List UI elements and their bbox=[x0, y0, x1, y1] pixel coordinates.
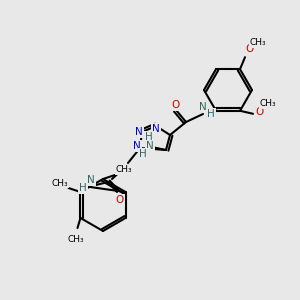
Text: CH₃: CH₃ bbox=[260, 99, 276, 108]
Text: H: H bbox=[139, 149, 147, 159]
Text: H: H bbox=[207, 109, 215, 119]
Text: CH₃: CH₃ bbox=[51, 178, 68, 188]
Text: N: N bbox=[87, 175, 95, 185]
Text: N: N bbox=[199, 102, 207, 112]
Text: O: O bbox=[116, 195, 124, 205]
Text: O: O bbox=[171, 100, 179, 110]
Text: N: N bbox=[135, 127, 143, 137]
Text: O: O bbox=[245, 44, 253, 54]
Text: CH₃: CH₃ bbox=[250, 38, 266, 47]
Text: N: N bbox=[133, 141, 141, 151]
Text: H: H bbox=[79, 183, 87, 193]
Text: O: O bbox=[255, 107, 263, 117]
Text: N: N bbox=[152, 124, 160, 134]
Text: N: N bbox=[146, 141, 154, 151]
Text: CH₃: CH₃ bbox=[116, 166, 132, 175]
Text: CH₃: CH₃ bbox=[67, 235, 84, 244]
Text: H: H bbox=[145, 132, 153, 142]
